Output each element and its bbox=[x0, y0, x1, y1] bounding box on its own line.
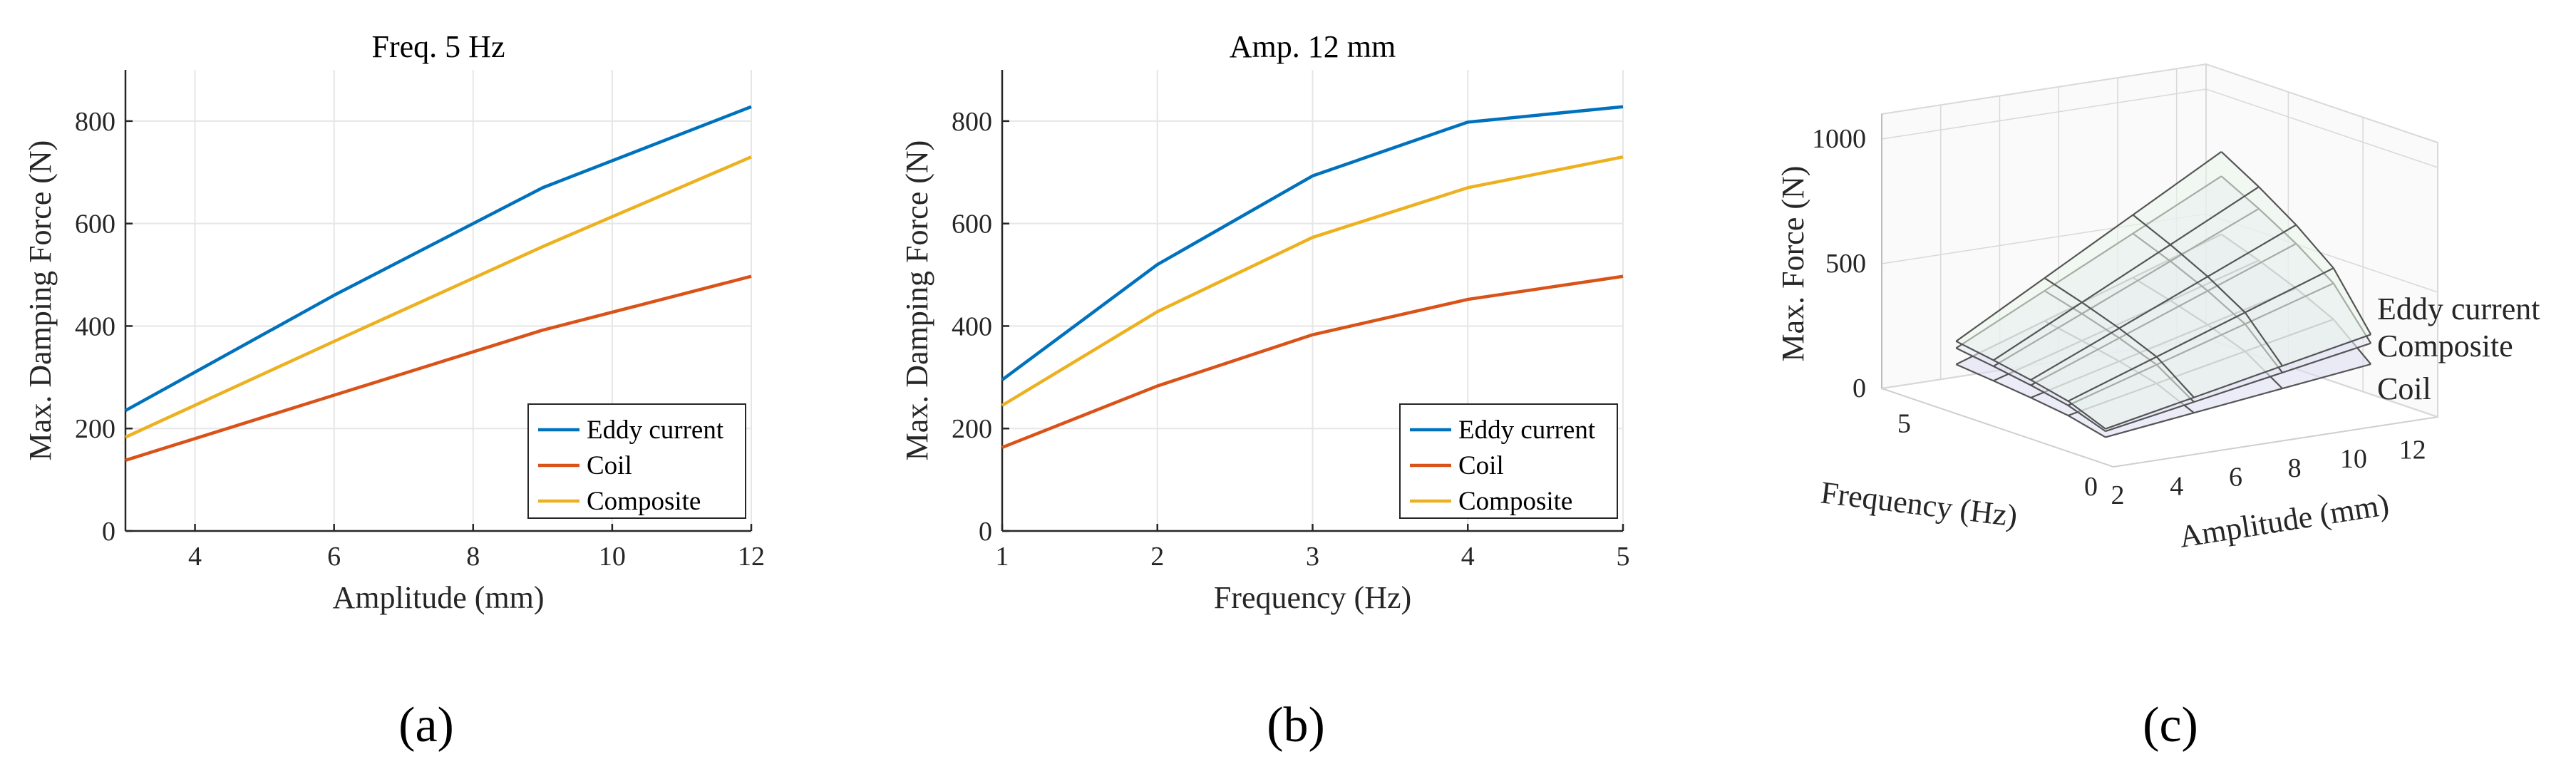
x-tick-label: 10 bbox=[2340, 444, 2367, 474]
surface-mesh-line bbox=[1993, 186, 2260, 361]
frequency-axis-label: Frequency (Hz) bbox=[1819, 475, 2019, 533]
series-line-coil bbox=[1001, 274, 1624, 449]
z-tick-label: 1000 bbox=[1812, 124, 1866, 154]
chart-c-surface: 0 500 1000 2 4 6 8 10 12 0 5 Amplitude (mm) Frequenc… bbox=[1776, 63, 2540, 554]
x-tick-label: 6 bbox=[327, 542, 341, 572]
z-gridline bbox=[1881, 88, 2438, 168]
x-tick-label: 8 bbox=[466, 542, 480, 572]
surface-label: Composite bbox=[2377, 329, 2513, 363]
surface-mesh-line bbox=[1955, 340, 2106, 430]
y-tick-label: 800 bbox=[75, 107, 115, 137]
y-tick-label: 200 bbox=[75, 414, 115, 444]
x-tick-label: 1 bbox=[996, 542, 1009, 572]
series-line-coil bbox=[125, 274, 752, 462]
legend-label: Coil bbox=[587, 451, 632, 480]
x-axis-label: Amplitude (mm) bbox=[333, 580, 545, 615]
y-tick-label: 5 bbox=[1897, 408, 1911, 438]
chart-title: Freq. 5 Hz bbox=[372, 29, 505, 64]
y-tick-label: 600 bbox=[75, 210, 115, 239]
surface-label: Coil bbox=[2377, 371, 2431, 406]
x-tick-label: 4 bbox=[1461, 542, 1475, 572]
legend-label: Eddy current bbox=[1458, 416, 1596, 445]
surface-mesh-line bbox=[2105, 342, 2371, 433]
chart-title: Amp. 12 mm bbox=[1230, 29, 1396, 64]
surface-label: Eddy current bbox=[2377, 292, 2540, 326]
z-tick-label: 0 bbox=[1853, 373, 1866, 403]
surface-mesh-line bbox=[2068, 267, 2334, 402]
x-tick-label: 6 bbox=[2229, 463, 2242, 492]
x-tick-label: 5 bbox=[1617, 542, 1630, 572]
panel-label-b: (b) bbox=[1267, 698, 1325, 753]
y-tick-label: 400 bbox=[952, 311, 992, 341]
series-line-composite bbox=[125, 155, 752, 439]
x-tick-label: 12 bbox=[2399, 435, 2426, 465]
panel-label-a: (a) bbox=[398, 698, 454, 753]
legend-box bbox=[527, 403, 746, 519]
y-tick-label: 0 bbox=[2084, 472, 2098, 502]
x-tick-label: 2 bbox=[1150, 542, 1164, 572]
legend-label: Composite bbox=[1458, 487, 1572, 516]
x-tick-label: 8 bbox=[2288, 453, 2302, 483]
surface-mesh-line bbox=[2105, 363, 2371, 438]
surface-fill-eddy-current bbox=[1956, 151, 2371, 429]
chart-a: 4 6 8 10 12 0 200 400 600 800 Freq. 5 Hz Amplitude … bbox=[23, 29, 765, 615]
x-tick-label: 2 bbox=[2111, 480, 2125, 510]
legend-box bbox=[1399, 403, 1618, 519]
y-tick-label: 0 bbox=[979, 517, 992, 547]
series-line-composite bbox=[1001, 155, 1624, 407]
surface-mesh-line bbox=[2105, 334, 2371, 430]
x-tick-label: 10 bbox=[599, 542, 626, 572]
y-tick-label: 0 bbox=[102, 517, 115, 547]
surface-mesh-line bbox=[2132, 214, 2284, 367]
y-tick-label: 600 bbox=[952, 210, 992, 239]
x-tick-label: 4 bbox=[188, 542, 202, 572]
y-tick-label: 200 bbox=[952, 414, 992, 444]
y-tick-label: 400 bbox=[75, 311, 115, 341]
surface-mesh-line bbox=[2044, 277, 2195, 398]
surface-mesh-line bbox=[2220, 151, 2372, 335]
y-tick-label: 800 bbox=[952, 107, 992, 137]
x-tick-label: 12 bbox=[738, 542, 765, 572]
z-tick-label: 500 bbox=[1825, 249, 1866, 279]
panel-label-c: (c) bbox=[2143, 698, 2198, 753]
x-tick-label: 4 bbox=[2170, 471, 2183, 501]
x-axis-label: Frequency (Hz) bbox=[1214, 580, 1411, 615]
series-line-eddy-current bbox=[124, 105, 752, 413]
surface-mesh-line bbox=[1955, 151, 2222, 342]
y-axis-label: Max. Damping Force (N) bbox=[23, 140, 58, 461]
surface-mesh-line bbox=[1955, 363, 2106, 438]
z-axis-label: Max. Force (N) bbox=[1776, 166, 1810, 362]
y-axis-label: Max. Damping Force (N) bbox=[900, 140, 934, 461]
legend-label: Composite bbox=[587, 487, 701, 516]
legend-label: Eddy current bbox=[587, 416, 724, 445]
surface-mesh-line bbox=[1955, 347, 2106, 433]
legend-label: Coil bbox=[1458, 451, 1504, 480]
x-tick-label: 3 bbox=[1306, 542, 1319, 572]
amplitude-axis-label: Amplitude (mm) bbox=[2177, 487, 2391, 554]
surface-mesh-line bbox=[2030, 224, 2297, 381]
series-line-eddy-current bbox=[1001, 105, 1624, 381]
chart-b: 1 2 3 4 5 0 200 400 600 800 Amp. 12 mm Frequency (H… bbox=[900, 29, 1630, 615]
